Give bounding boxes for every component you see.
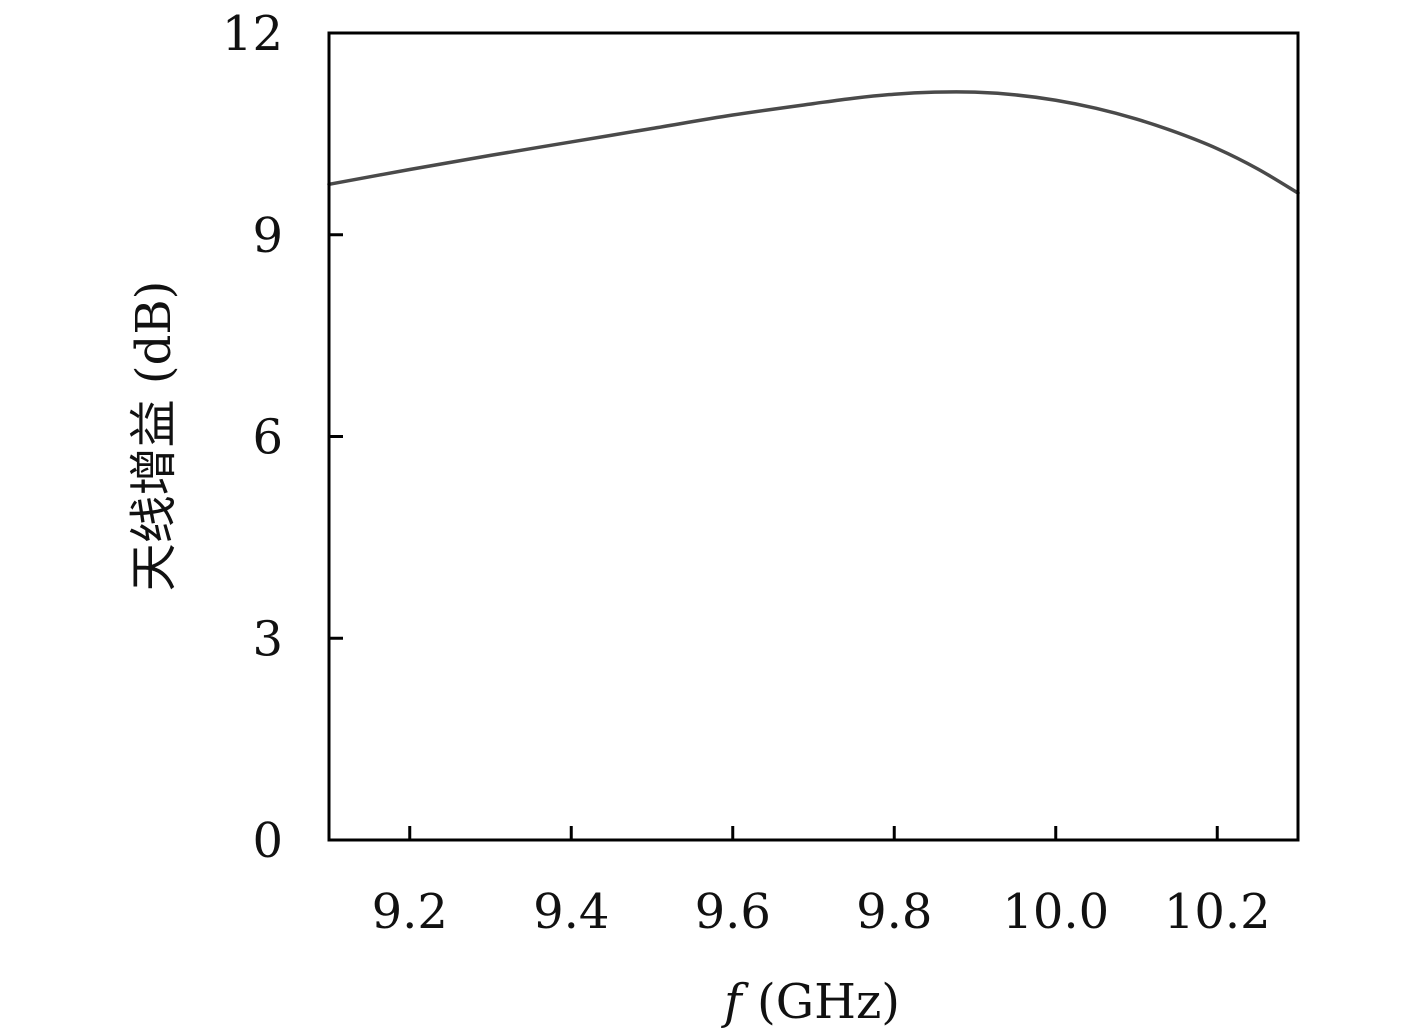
y-tick-label: 3 bbox=[252, 611, 283, 667]
y-axis-title: 天线增益 (dB) bbox=[126, 281, 182, 592]
x-tick-label: 9.8 bbox=[856, 884, 932, 940]
y-tick-label: 12 bbox=[222, 6, 283, 62]
y-axis: 0 3 6 9 12 bbox=[222, 6, 343, 869]
x-tick-label: 9.6 bbox=[695, 884, 771, 940]
series-line-gain bbox=[327, 90, 1300, 195]
x-tick-label: 10.0 bbox=[1002, 884, 1109, 940]
x-tick-label: 9.4 bbox=[533, 884, 609, 940]
x-axis: 9.2 9.4 9.6 9.8 10.0 10.2 bbox=[372, 826, 1271, 940]
y-tick-label: 9 bbox=[252, 208, 283, 264]
x-tick-label: 10.2 bbox=[1164, 884, 1271, 940]
x-axis-title-unit: (GHz) bbox=[742, 974, 900, 1030]
y-tick-label: 0 bbox=[252, 813, 283, 869]
plot-area bbox=[327, 90, 1300, 195]
x-axis-title: f (GHz) bbox=[721, 974, 900, 1030]
x-tick-label: 9.2 bbox=[372, 884, 448, 940]
y-tick-label: 6 bbox=[252, 410, 283, 466]
plot-frame bbox=[327, 31, 1300, 842]
